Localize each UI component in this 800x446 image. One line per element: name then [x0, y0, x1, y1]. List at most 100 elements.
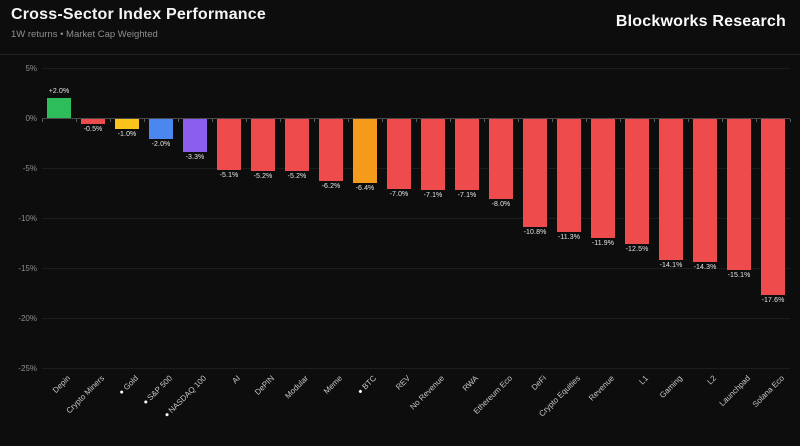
y-tick-label: -5% — [22, 164, 37, 173]
header-divider — [0, 54, 800, 55]
bar-value-label: -10.8% — [523, 229, 547, 236]
grid-line — [42, 68, 790, 69]
bar-launchpad[interactable] — [727, 119, 751, 270]
zero-axis-line — [42, 118, 790, 119]
bar-value-label: -7.1% — [457, 192, 477, 199]
bar-ethereum-eco[interactable] — [489, 119, 513, 199]
zero-axis-tick — [721, 119, 723, 122]
x-axis-label-text: AI — [230, 373, 243, 386]
grid-line — [42, 168, 790, 169]
bar-l1[interactable] — [625, 119, 649, 244]
bar-value-label: -3.3% — [185, 154, 205, 161]
y-tick-label: -15% — [18, 264, 37, 273]
zero-axis-tick — [619, 119, 621, 122]
bar-value-label: -11.9% — [591, 240, 615, 247]
zero-axis-tick — [211, 119, 213, 122]
y-tick-label: -20% — [18, 314, 37, 323]
zero-axis-tick — [177, 119, 179, 122]
x-axis-label-text: BTC — [360, 373, 379, 392]
benchmark-bullet-icon — [358, 389, 363, 394]
grid-line — [42, 318, 790, 319]
bar-crypto-equities[interactable] — [557, 119, 581, 232]
bar-revenue[interactable] — [591, 119, 615, 238]
zero-axis-tick — [483, 119, 485, 122]
bar-value-label: -14.1% — [659, 262, 683, 269]
zero-axis-tick — [585, 119, 587, 122]
bar-meme[interactable] — [319, 119, 343, 181]
bar-rev[interactable] — [387, 119, 411, 189]
bar-gold[interactable] — [115, 119, 139, 129]
bar-value-label: -5.2% — [287, 173, 307, 180]
zero-axis-tick — [347, 119, 349, 122]
benchmark-bullet-icon — [143, 400, 148, 405]
zero-axis-tick — [687, 119, 689, 122]
bar-btc[interactable] — [353, 119, 377, 183]
bar-value-label: -5.2% — [253, 173, 273, 180]
y-tick-label: 0% — [25, 114, 37, 123]
chart-subtitle: 1W returns • Market Cap Weighted — [11, 29, 158, 40]
bar-crypto-miners[interactable] — [81, 119, 105, 124]
benchmark-bullet-icon — [119, 389, 124, 395]
bar-value-label: -7.0% — [389, 191, 409, 198]
zero-axis-tick — [551, 119, 553, 122]
x-axis-label-text: DeFi — [529, 373, 549, 393]
grid-line — [42, 218, 790, 219]
x-axis-label-text: DePIN — [253, 373, 277, 397]
zero-axis-tick — [143, 119, 145, 122]
bar-value-label: -17.6% — [761, 297, 785, 304]
zero-axis-tick — [313, 119, 315, 122]
x-axis-label-text: Gaming — [657, 373, 685, 400]
zero-axis-tick — [755, 119, 757, 122]
x-axis-label-text: Gold — [121, 373, 141, 393]
zero-axis-tick — [109, 119, 111, 122]
zero-axis-tick — [75, 119, 77, 122]
bar-ai[interactable] — [217, 119, 241, 170]
bar-rwa[interactable] — [455, 119, 479, 190]
bar-s-p-500[interactable] — [149, 119, 173, 139]
bar-depin[interactable] — [47, 98, 71, 118]
bar-no-revenue[interactable] — [421, 119, 445, 190]
benchmark-bullet-icon — [164, 412, 169, 418]
zero-axis-tick — [279, 119, 281, 122]
x-axis-label-text: Revenue — [587, 373, 617, 403]
zero-axis-tick — [41, 119, 43, 122]
bar-value-label: -0.5% — [83, 126, 103, 133]
x-axis-label-text: Launchpad — [717, 373, 753, 409]
zero-axis-tick — [517, 119, 519, 122]
bar-value-label: +2.0% — [48, 88, 70, 95]
y-tick-label: 5% — [25, 64, 37, 73]
x-axis-label-text: Modular — [283, 373, 311, 401]
x-axis-label-text: L1 — [637, 373, 651, 387]
bar-value-label: -7.1% — [423, 192, 443, 199]
bar-value-label: -5.1% — [219, 172, 239, 179]
bar-value-label: -1.0% — [117, 131, 137, 138]
bar-modular[interactable] — [285, 119, 309, 171]
bar-value-label: -11.3% — [557, 234, 581, 241]
zero-axis-tick — [245, 119, 247, 122]
zero-axis-tick — [789, 119, 791, 122]
zero-axis-tick — [415, 119, 417, 122]
zero-axis-tick — [449, 119, 451, 122]
x-axis-label-text: Meme — [321, 373, 345, 396]
bar-value-label: -14.3% — [693, 264, 717, 271]
grid-line — [42, 268, 790, 269]
bar-value-label: -6.4% — [355, 185, 375, 192]
zero-axis-tick — [381, 119, 383, 122]
bar-l2[interactable] — [693, 119, 717, 262]
bar-gaming[interactable] — [659, 119, 683, 260]
bar-depin[interactable] — [251, 119, 275, 171]
bar-value-label: -12.5% — [625, 246, 649, 253]
bar-value-label: -8.0% — [491, 201, 511, 208]
grid-line — [42, 368, 790, 369]
x-axis-label-text: RWA — [460, 373, 481, 393]
brand-logo-text: Blockworks Research — [615, 13, 786, 30]
bar-defi[interactable] — [523, 119, 547, 227]
bar-solana-eco[interactable] — [761, 119, 785, 295]
zero-axis-tick — [653, 119, 655, 122]
bar-value-label: -15.1% — [727, 272, 751, 279]
x-axis-label-text: Solana Eco — [750, 373, 787, 410]
x-axis-label-text: S&P 500 — [145, 373, 175, 403]
bar-nasdaq-100[interactable] — [183, 119, 207, 152]
